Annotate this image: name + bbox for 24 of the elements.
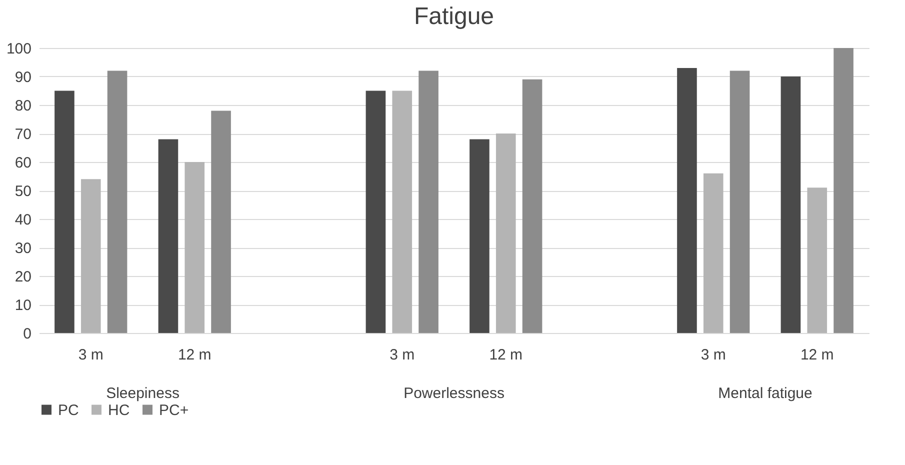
y-tick-label: 40: [14, 212, 32, 228]
y-tick-label: 10: [14, 297, 32, 314]
y-tick-label: 30: [14, 240, 32, 257]
legend-label: PC: [58, 402, 80, 419]
y-tick-label: 80: [14, 98, 32, 114]
x-tick-label: 12 m: [489, 346, 523, 364]
x-tick-label: 12 m: [178, 346, 212, 364]
y-tick-label: 60: [14, 154, 32, 172]
x-tick-label: 12 m: [800, 346, 834, 364]
y-tick-label: 50: [14, 183, 32, 200]
x-tick-label: 3 m: [700, 346, 726, 364]
chart-title: Fatigue: [414, 3, 494, 30]
legend-label: PC+: [159, 402, 189, 419]
y-tick-label: 70: [14, 126, 32, 143]
y-tick-label: 100: [6, 40, 32, 58]
y-tick-label: 0: [23, 326, 32, 342]
text: Powerlessness: [404, 385, 504, 402]
text: Mental fatigue: [718, 385, 812, 402]
legend-label: HC: [108, 402, 130, 419]
x-tick-label: 3 m: [390, 346, 415, 364]
y-tick-label: 20: [14, 268, 32, 286]
text: Sleepiness: [106, 385, 180, 402]
x-tick-label: 3 m: [78, 346, 104, 364]
y-tick-label: 90: [14, 69, 32, 86]
